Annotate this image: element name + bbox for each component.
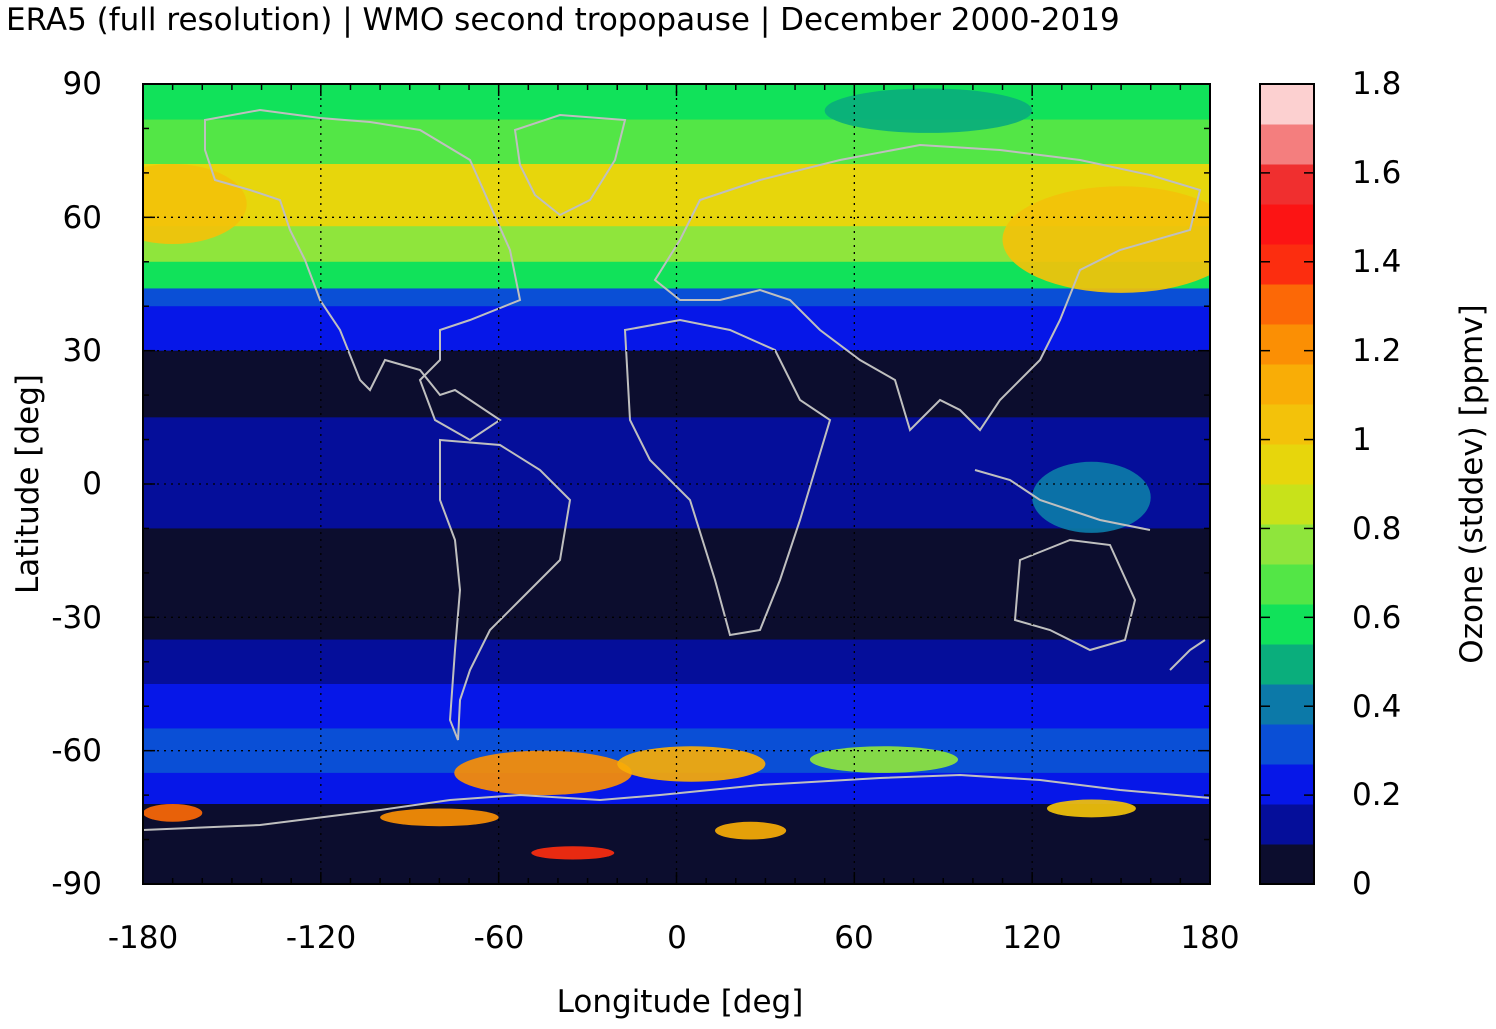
x-tick-label: 60 [834, 920, 874, 956]
ne-asia-high [1002, 186, 1210, 293]
colorbar-swatch [1260, 444, 1314, 485]
colorbar-tick-label: 1.2 [1352, 333, 1402, 369]
coastline-south-america [439, 438, 572, 741]
colorbar-swatch [1260, 604, 1314, 645]
antarctic-streak-5 [1046, 799, 1136, 818]
antarctic-streak-3 [531, 846, 615, 860]
colorbar-swatch [1260, 564, 1314, 605]
y-tick-label: 90 [62, 66, 102, 102]
y-tick-label: -30 [51, 600, 102, 636]
coastline-greenland [513, 113, 627, 217]
colorbar-swatch [1260, 164, 1314, 205]
coastline-australia [1013, 538, 1137, 652]
colorbar-tick-label: 1.6 [1352, 155, 1402, 191]
x-tick-label: -60 [473, 920, 525, 956]
colorbar-title: Ozone (stddev) [ppmv] [1454, 304, 1490, 664]
colorbar-frame [1259, 83, 1315, 885]
colorbar-swatch [1260, 684, 1314, 725]
y-tick-label: 60 [62, 200, 102, 236]
colorbar-tick-label: 0.4 [1352, 689, 1402, 725]
coastline-africa [623, 318, 832, 637]
colorbar-swatch [1260, 204, 1314, 245]
y-tick-label: -90 [51, 866, 102, 902]
colorbar-swatch [1260, 124, 1314, 165]
x-axis-title: Longitude [deg] [556, 984, 804, 1020]
colorbar-tick-label: 0.2 [1352, 777, 1402, 813]
y-tick-label: -60 [51, 733, 102, 769]
antarctic-streak-1 [143, 804, 203, 822]
colorbar-swatch [1260, 404, 1314, 445]
colorbar-tick-label: 0.8 [1352, 511, 1402, 547]
arctic-low [824, 88, 1033, 133]
colorbar-swatch [1260, 364, 1314, 405]
southern-ocean-high-3 [809, 746, 959, 773]
coastline-eurasia [653, 143, 1202, 432]
map-ticks [142, 83, 1211, 885]
colorbar-swatch [1260, 524, 1314, 565]
x-tick-label: -120 [285, 920, 357, 956]
y-tick-label: 0 [82, 466, 102, 502]
coastline-indonesia [974, 469, 1151, 531]
coastlines [143, 108, 1210, 831]
colorbar-tick-label: 1.4 [1352, 244, 1402, 280]
colorbar-swatch [1260, 804, 1314, 845]
coastline-north-america [204, 108, 522, 442]
coastline-antarctica [143, 773, 1210, 831]
antarctic-streak-4 [715, 821, 787, 840]
y-tick-label: 30 [62, 333, 102, 369]
antarctic-streak-2 [380, 808, 499, 827]
colorbar-swatch [1260, 84, 1314, 125]
x-tick-label: 120 [1002, 920, 1062, 956]
colorbar-swatch [1260, 244, 1314, 285]
colorbar-swatch [1260, 284, 1314, 325]
colorbar-swatch [1260, 764, 1314, 805]
colorbar-tick-label: 1 [1352, 422, 1372, 458]
x-tick-label: 180 [1180, 920, 1240, 956]
southern-ocean-high-2 [617, 746, 766, 782]
y-axis-title: Latitude [deg] [10, 373, 46, 595]
colorbar-tick-label: 1.8 [1352, 66, 1402, 102]
x-tick-label: -180 [107, 920, 179, 956]
colorbar [1260, 83, 1314, 885]
southern-ocean-high [454, 750, 633, 796]
colorbar-tick-label: 0 [1352, 866, 1372, 902]
figure-title: ERA5 (full resolution) | WMO second trop… [6, 2, 1120, 38]
ozone-band [143, 639, 1210, 685]
x-tick-label: 0 [667, 920, 687, 956]
colorbar-swatch [1260, 484, 1314, 525]
coastline-new-zealand [1169, 639, 1206, 671]
map-grid [143, 84, 1210, 884]
colorbar-swatch [1260, 844, 1314, 885]
colorbar-swatch [1260, 644, 1314, 685]
colorbar-swatch [1260, 324, 1314, 365]
maritime-continent [1032, 461, 1151, 533]
north-atlantic-high [143, 164, 247, 244]
colorbar-tick-label: 0.6 [1352, 600, 1402, 636]
colorbar-swatch [1260, 724, 1314, 765]
